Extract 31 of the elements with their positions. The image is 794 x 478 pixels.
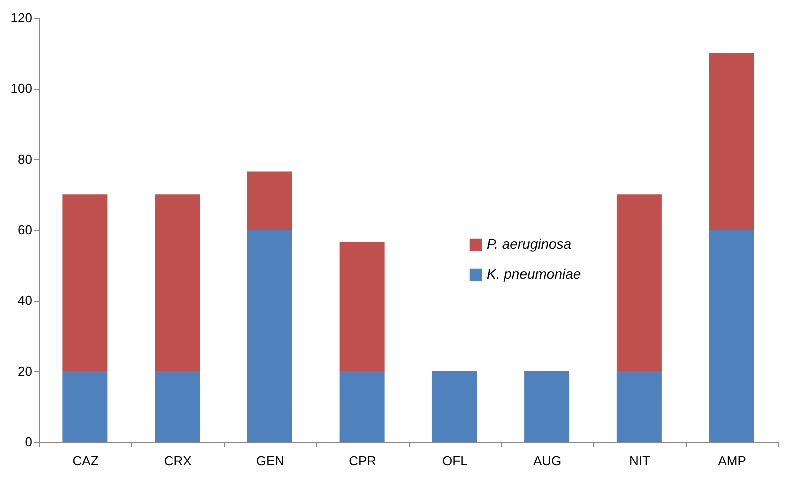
- x-tick-label: CPR: [349, 454, 377, 468]
- bar: [432, 371, 478, 442]
- x-tick-label: NIT: [629, 454, 650, 468]
- bar: [247, 172, 292, 230]
- x-tick-label: AUG: [533, 454, 562, 468]
- y-tick-label: 80: [18, 152, 32, 167]
- bar: [247, 230, 292, 442]
- x-tick-label: CRX: [164, 454, 192, 468]
- bar: [616, 194, 662, 372]
- bar: [616, 371, 662, 442]
- x-tick-label: AMP: [718, 454, 746, 468]
- bar: [524, 371, 570, 442]
- bar: [709, 53, 754, 230]
- bar: [340, 242, 385, 372]
- bar: [62, 371, 108, 442]
- bar: [155, 194, 200, 372]
- y-tick-label: 40: [18, 293, 32, 308]
- bar: [62, 194, 108, 372]
- x-tick-label: GEN: [256, 454, 285, 468]
- x-tick-label: OFL: [442, 454, 468, 468]
- y-tick-label: 60: [18, 222, 32, 238]
- bar: [155, 371, 200, 442]
- y-tick-label: 0: [25, 434, 32, 450]
- x-tick-label: CAZ: [72, 454, 99, 468]
- legend-label: K. pneumoniae: [487, 266, 582, 282]
- bar: [709, 230, 754, 442]
- legend-label: P. aeruginosa: [487, 236, 572, 252]
- bar: [340, 371, 385, 442]
- y-tick-label: 20: [18, 364, 32, 379]
- y-tick-label: 120: [10, 10, 32, 26]
- y-tick-label: 100: [10, 81, 32, 96]
